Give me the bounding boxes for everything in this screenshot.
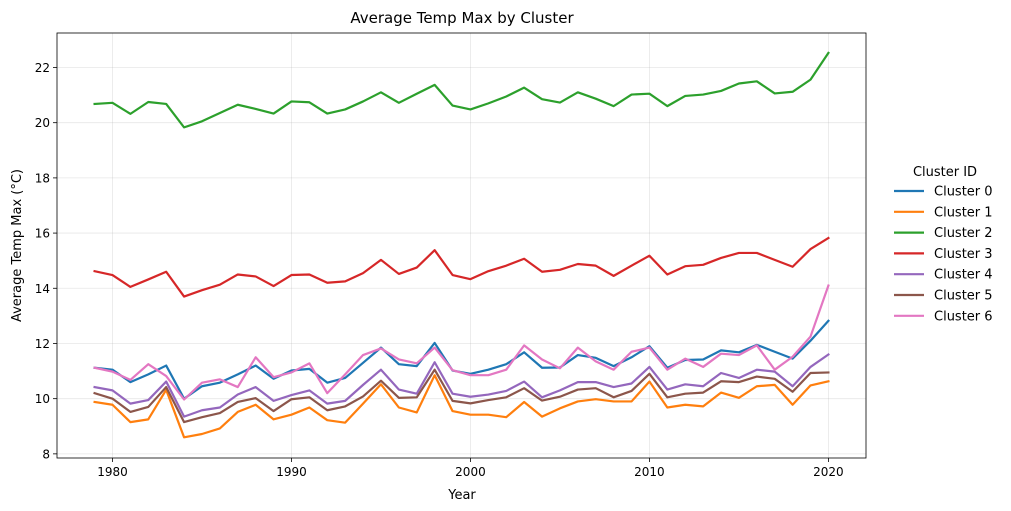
y-tick-label: 10 <box>35 392 50 406</box>
y-tick-label: 16 <box>35 227 50 241</box>
legend-label: Cluster 1 <box>934 205 993 220</box>
series-line-cluster-5 <box>93 368 830 424</box>
chart-title: Average Temp Max by Cluster <box>350 9 574 27</box>
y-tick-label: 8 <box>42 447 50 461</box>
y-tick-label: 18 <box>35 171 50 185</box>
legend-label: Cluster 4 <box>934 268 993 283</box>
legend-label: Cluster 0 <box>934 185 993 200</box>
x-tick-label: 1990 <box>276 465 307 479</box>
x-tick-label: 2020 <box>813 465 844 479</box>
series-line-cluster-0 <box>93 319 830 400</box>
legend-label: Cluster 3 <box>934 247 993 262</box>
legend-label: Cluster 2 <box>934 226 993 241</box>
y-axis-title: Average Temp Max (°C) <box>10 169 25 322</box>
series-line-cluster-4 <box>93 352 830 418</box>
axis-ticks: 1980 1990 2000 2010 2020 8 10 12 14 16 18 20 22 <box>35 61 844 479</box>
x-axis-title: Year <box>447 488 476 503</box>
y-tick-label: 14 <box>35 282 50 296</box>
series-lines <box>93 51 830 439</box>
y-tick-label: 22 <box>35 61 50 75</box>
series-line-cluster-2 <box>93 51 830 129</box>
plot-area-frame <box>56 32 867 459</box>
series-line-cluster-1 <box>93 374 830 439</box>
x-tick-label: 2010 <box>634 465 665 479</box>
legend-label: Cluster 6 <box>934 309 993 324</box>
series-line-cluster-3 <box>93 236 830 298</box>
y-tick-label: 20 <box>35 116 50 130</box>
legend-title: Cluster ID <box>913 165 977 180</box>
legend-items: Cluster 0 Cluster 1 Cluster 2 Cluster 3 Clus… <box>894 185 993 324</box>
y-tick-label: 12 <box>35 337 50 351</box>
x-tick-label: 1980 <box>97 465 128 479</box>
grid <box>57 33 866 458</box>
series-line-cluster-6 <box>93 284 830 401</box>
legend-label: Cluster 5 <box>934 289 993 304</box>
x-tick-label: 2000 <box>455 465 486 479</box>
